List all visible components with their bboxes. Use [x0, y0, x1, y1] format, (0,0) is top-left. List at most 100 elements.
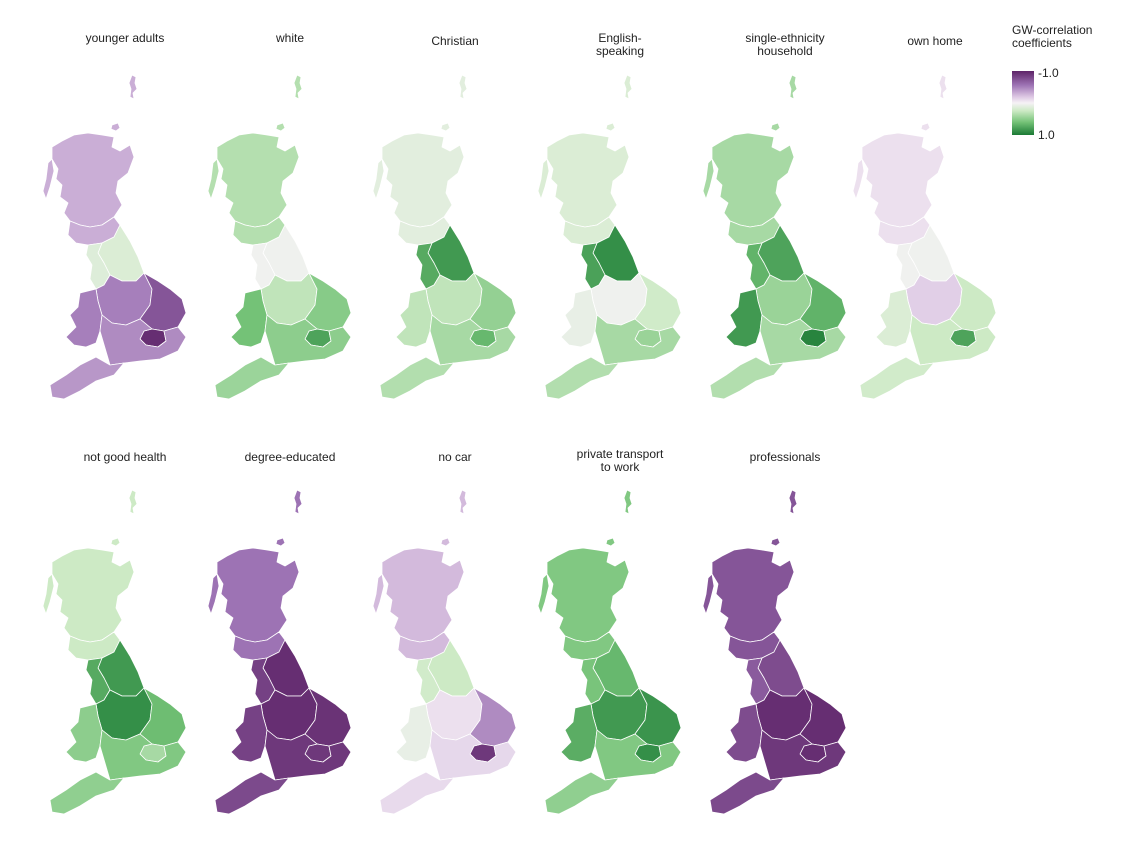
region-wales: [395, 703, 433, 763]
region-south: [759, 314, 847, 366]
map-panel: [207, 74, 352, 400]
region-shetland: [458, 489, 468, 515]
region-scotland: [216, 547, 300, 643]
region-scotland: [546, 132, 630, 228]
color-legend: GW-correlation coefficients -1.0 1.0: [1012, 23, 1132, 142]
region-orkney: [770, 537, 781, 547]
region-scotland: [381, 132, 465, 228]
map-title: degree-educated: [244, 450, 336, 464]
region-scotland: [51, 547, 135, 643]
region-orkney: [440, 537, 451, 547]
map-panel: [537, 489, 682, 815]
region-southwest: [214, 771, 290, 815]
region-hebrides: [702, 158, 715, 200]
region-hebrides: [702, 573, 715, 615]
region-shetland: [938, 74, 948, 100]
map-panel: [852, 74, 997, 400]
region-southwest: [379, 356, 455, 400]
region-wales: [725, 703, 763, 763]
legend-color-ramp: [1012, 71, 1034, 135]
map-panel: [702, 74, 847, 400]
region-shetland: [293, 489, 303, 515]
map-panel: [42, 489, 187, 815]
region-hebrides: [537, 573, 550, 615]
region-scotland: [861, 132, 945, 228]
region-hebrides: [42, 158, 55, 200]
region-orkney: [440, 122, 451, 132]
region-shetland: [128, 74, 138, 100]
region-southwest: [709, 771, 785, 815]
region-south: [264, 314, 352, 366]
map-panel: [537, 74, 682, 400]
map-panel: [702, 489, 847, 815]
region-wales: [875, 288, 913, 348]
map-title: professionals: [749, 450, 821, 464]
region-shetland: [128, 489, 138, 515]
region-wales: [230, 703, 268, 763]
region-south: [909, 314, 997, 366]
region-south: [264, 729, 352, 781]
region-south: [759, 729, 847, 781]
region-south: [429, 314, 517, 366]
region-south: [429, 729, 517, 781]
region-southwest: [49, 771, 125, 815]
region-shetland: [788, 74, 798, 100]
map-panel: [372, 74, 517, 400]
legend-title: GW-correlation coefficients: [1012, 23, 1093, 50]
region-shetland: [293, 74, 303, 100]
region-south: [594, 314, 682, 366]
map-title: white: [275, 31, 304, 45]
region-hebrides: [207, 158, 220, 200]
region-shetland: [623, 74, 633, 100]
region-wales: [725, 288, 763, 348]
region-orkney: [605, 537, 616, 547]
region-wales: [395, 288, 433, 348]
map-panel: [372, 489, 517, 815]
region-hebrides: [42, 573, 55, 615]
region-wales: [230, 288, 268, 348]
region-hebrides: [372, 158, 385, 200]
map-title: not good health: [83, 450, 167, 464]
region-shetland: [788, 489, 798, 515]
region-orkney: [605, 122, 616, 132]
region-south: [99, 729, 187, 781]
region-southwest: [544, 771, 620, 815]
region-southwest: [709, 356, 785, 400]
region-hebrides: [852, 158, 865, 200]
map-panel: [207, 489, 352, 815]
region-orkney: [920, 122, 931, 132]
region-hebrides: [372, 573, 385, 615]
legend-min-label: 1.0: [1038, 128, 1055, 142]
region-south: [594, 729, 682, 781]
region-hebrides: [207, 573, 220, 615]
region-southwest: [544, 356, 620, 400]
legend-max-label: -1.0: [1038, 66, 1059, 80]
region-wales: [65, 288, 103, 348]
region-wales: [65, 703, 103, 763]
map-title: private transport to work: [576, 447, 664, 474]
region-southwest: [49, 356, 125, 400]
region-south: [99, 314, 187, 366]
map-title: own home: [907, 34, 963, 48]
map-panel: [42, 74, 187, 400]
region-hebrides: [537, 158, 550, 200]
region-scotland: [51, 132, 135, 228]
region-orkney: [275, 122, 286, 132]
region-orkney: [275, 537, 286, 547]
region-shetland: [623, 489, 633, 515]
region-orkney: [110, 122, 121, 132]
region-orkney: [770, 122, 781, 132]
region-scotland: [216, 132, 300, 228]
region-wales: [560, 288, 598, 348]
map-title: younger adults: [85, 31, 165, 45]
map-title: Christian: [431, 34, 479, 48]
region-scotland: [711, 132, 795, 228]
region-scotland: [546, 547, 630, 643]
region-southwest: [214, 356, 290, 400]
map-title: single-ethnicity household: [745, 31, 825, 58]
region-shetland: [458, 74, 468, 100]
region-scotland: [381, 547, 465, 643]
region-southwest: [379, 771, 455, 815]
map-title: no car: [438, 450, 472, 464]
